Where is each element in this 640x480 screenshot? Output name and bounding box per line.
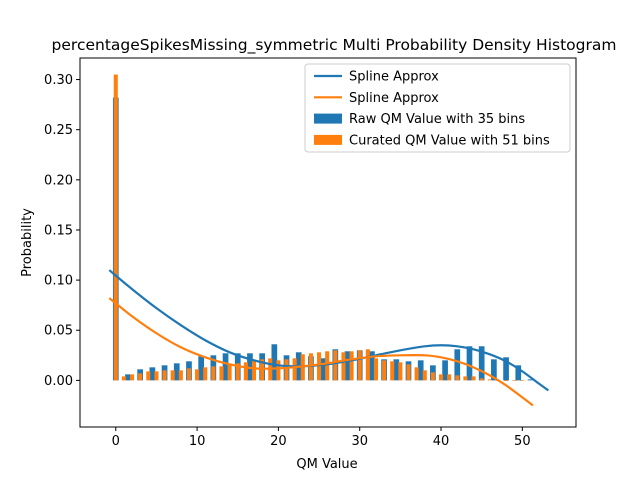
legend-label: Spline Approx <box>349 70 439 85</box>
axes <box>79 57 577 428</box>
curated-bar <box>333 350 338 381</box>
raw-bar <box>271 344 278 381</box>
curated-bar <box>130 374 135 381</box>
x-tick-label: 20 <box>270 434 287 449</box>
spline-line-curated <box>108 297 534 407</box>
y-tick-label: 0.05 <box>44 324 73 339</box>
x-tick-label: 50 <box>514 434 531 449</box>
curated-bar <box>138 373 143 381</box>
raw-bar <box>515 365 522 381</box>
curated-bar <box>447 374 452 381</box>
y-axis-label: Probability <box>20 208 35 277</box>
x-tick-label: 30 <box>351 434 368 449</box>
curated-bar <box>162 370 167 381</box>
curated-bar <box>430 372 435 381</box>
curated-bar <box>227 364 232 381</box>
plot-frame <box>79 57 577 428</box>
curated-bar <box>203 367 208 381</box>
y-tick-label: 0.00 <box>44 374 73 389</box>
curated-bar <box>520 380 525 381</box>
curated-bar <box>365 349 370 381</box>
curated-bar <box>260 359 265 381</box>
curated-bar <box>438 374 444 381</box>
curated-bar <box>154 371 159 381</box>
x-axis-label: QM Value <box>296 457 357 472</box>
curated-bar <box>146 371 151 381</box>
chart-title: percentageSpikesMissing_symmetric Multi … <box>52 36 617 55</box>
curated-bar <box>414 367 419 381</box>
legend-box <box>304 63 571 153</box>
y-tick-label: 0.30 <box>44 73 73 88</box>
curated-bar <box>406 364 411 381</box>
raw-bar <box>442 360 448 381</box>
curated-bar <box>251 360 257 381</box>
curated-bar <box>341 352 346 381</box>
x-tick-label: 10 <box>189 434 206 449</box>
raw-bar <box>503 357 509 381</box>
spline-lines <box>108 269 549 407</box>
curated-bar <box>479 378 484 381</box>
raw-bar <box>222 353 229 381</box>
legend-label: Raw QM Value with 35 bins <box>349 112 525 127</box>
curated-bar <box>373 358 379 381</box>
raw-bar <box>320 358 326 381</box>
curated-bar <box>113 74 118 381</box>
curated-bar <box>382 360 387 381</box>
curated-bar <box>243 362 248 381</box>
curated-bar <box>390 361 395 381</box>
legend-label: Spline Approx <box>349 91 439 106</box>
legend-bar-swatch <box>314 134 342 145</box>
curated-bar <box>504 380 509 381</box>
raw-bar <box>527 379 534 381</box>
raw-bar <box>369 351 375 381</box>
curated-bar <box>357 350 362 381</box>
raw-bar <box>417 360 424 381</box>
y-tick-label: 0.15 <box>44 223 73 238</box>
legend-bar-swatch <box>314 113 342 124</box>
curated-bar <box>186 368 191 381</box>
curated-bar <box>422 370 427 381</box>
ticks: 0 10 20 30 40 50 0.00 0.05 0.10 0.15 0.20 0.25 0.30 <box>44 73 531 449</box>
curated-bar <box>292 358 297 381</box>
legend-label: Curated QM Value with 51 bins <box>349 133 550 148</box>
curated-bar <box>471 376 476 381</box>
curated-bar <box>170 370 175 381</box>
y-tick-label: 0.25 <box>44 123 73 138</box>
curated-bar <box>487 379 492 381</box>
curated-bar <box>463 376 468 381</box>
curated-bar <box>398 362 403 381</box>
curated-bar <box>195 369 200 381</box>
curated-bar <box>211 366 216 381</box>
y-tick-label: 0.20 <box>44 173 73 188</box>
raw-bar <box>344 351 351 381</box>
raw-bar <box>454 349 461 381</box>
raw-bar <box>491 359 497 381</box>
curated-bar <box>121 376 126 381</box>
raw-bar <box>466 346 473 381</box>
raw-bar <box>478 346 485 381</box>
curated-bar <box>455 375 460 381</box>
x-tick-label: 40 <box>433 434 450 449</box>
legend: Spline Approx Spline Approx Raw QM Value w… <box>304 63 571 153</box>
raw-bar <box>173 363 180 381</box>
curated-bar <box>512 380 517 381</box>
curated-bar <box>235 363 240 381</box>
curated-bar <box>178 370 183 381</box>
y-tick-label: 0.10 <box>44 274 73 289</box>
curated-bar <box>349 351 354 381</box>
raw-bar <box>198 356 204 381</box>
x-tick-label: 0 <box>112 434 120 449</box>
raw-bar <box>149 367 156 381</box>
curated-bar <box>325 351 330 381</box>
curated-bar <box>284 359 289 381</box>
raw-bar <box>393 359 400 381</box>
curated-bar <box>276 360 281 381</box>
curated-bar <box>219 366 224 381</box>
raw-bar <box>125 374 131 381</box>
